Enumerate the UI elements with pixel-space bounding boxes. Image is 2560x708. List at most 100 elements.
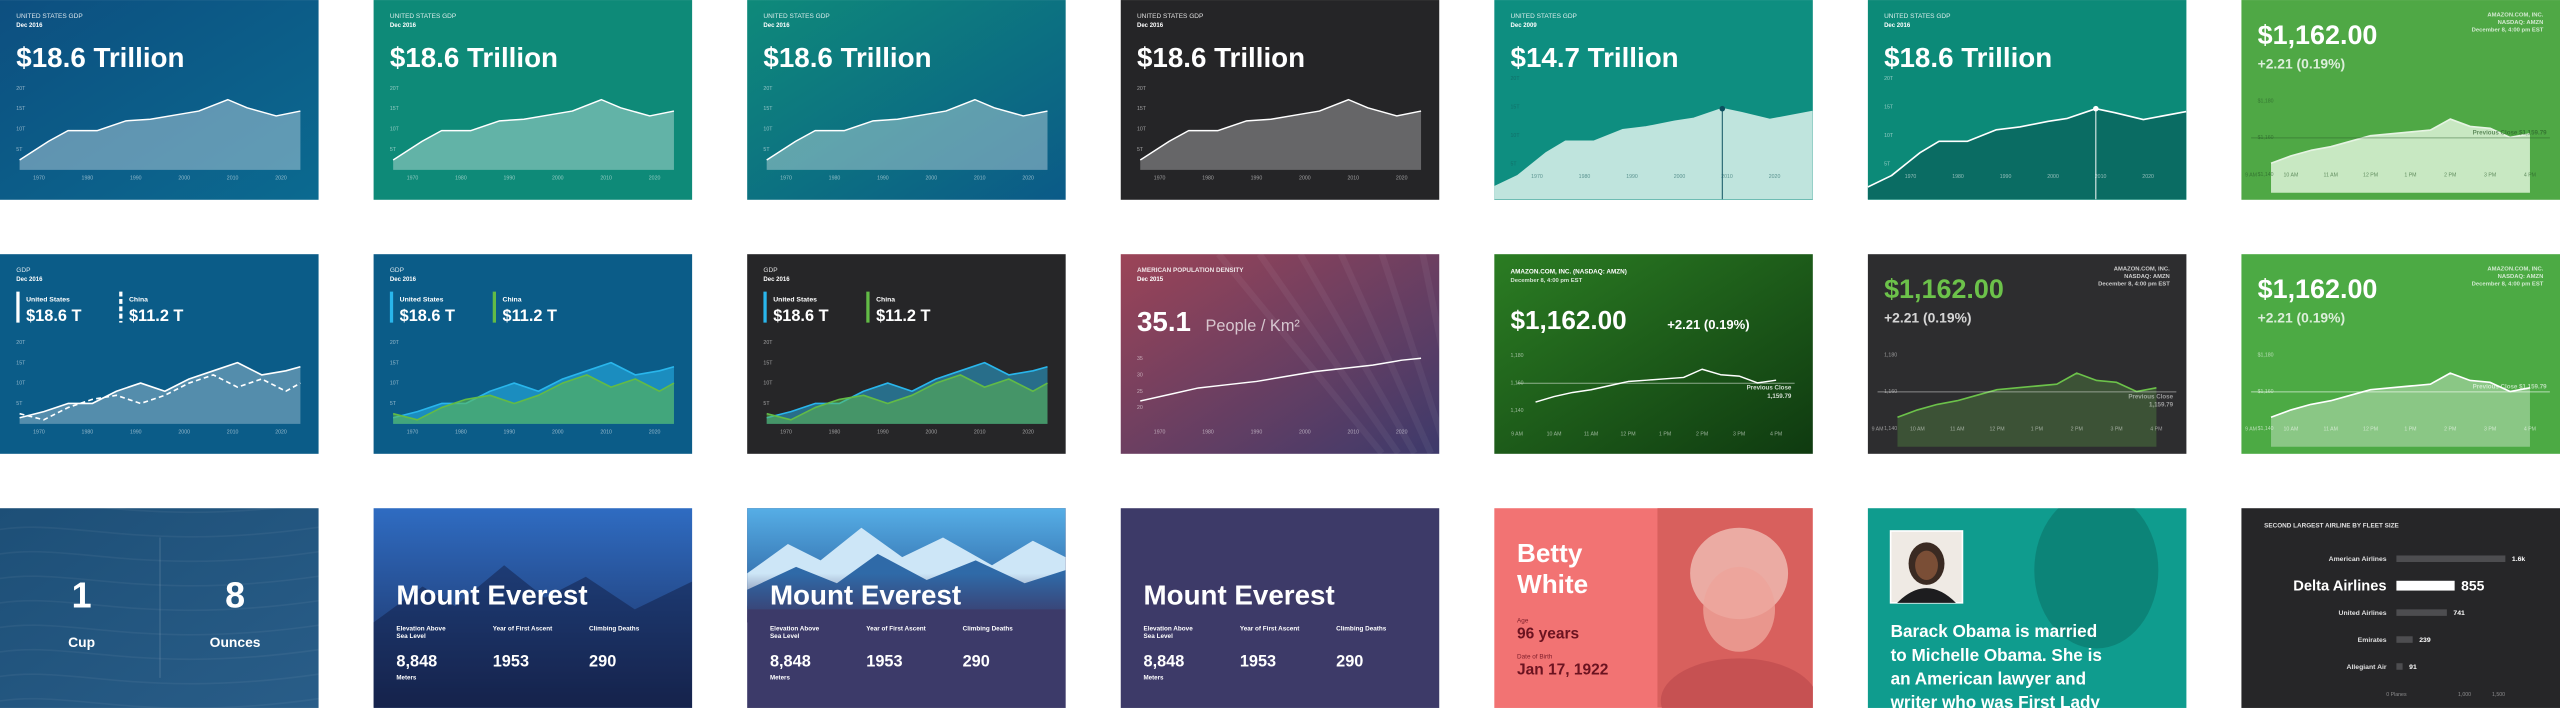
- headline-unit: People / Km²: [1206, 317, 1301, 335]
- card-date: Dec 2009: [1511, 23, 1538, 29]
- y-tick-label: 15T: [1884, 105, 1894, 111]
- stat-label: Sea Level: [396, 633, 426, 640]
- x-tick-label: 1990: [877, 176, 889, 182]
- card-label: UNITED STATES GDP: [1884, 13, 1950, 20]
- y-tick-label: 35: [1137, 356, 1143, 362]
- price-area: [2271, 119, 2530, 193]
- value-label: 1.6k: [2512, 556, 2526, 563]
- y-tick-label: 20T: [763, 86, 773, 92]
- x-tick-label: 3 PM: [2484, 172, 2496, 178]
- fact-value: 96 years: [1517, 626, 1579, 643]
- stat-value: 8,848: [396, 652, 437, 670]
- y-tick-label: 20T: [390, 340, 400, 346]
- x-tick-label: 1990: [877, 430, 889, 436]
- x-tick-label: 10 AM: [2284, 172, 2299, 178]
- x-tick-label: 2010: [1347, 430, 1359, 436]
- stat-value: 290: [963, 652, 990, 670]
- title: Mount Everest: [396, 579, 587, 610]
- stat-label: Elevation Above: [770, 626, 820, 633]
- stat-value: 8,848: [1144, 652, 1185, 670]
- price: $1,162.00: [1511, 305, 1627, 335]
- x-tick-label: 1980: [829, 430, 841, 436]
- y-tick-label: $1,180: [2258, 352, 2274, 358]
- person-name: White: [1517, 569, 1588, 599]
- previous-close-label: 1,159.79: [1767, 393, 1792, 400]
- legend-name: China: [503, 296, 522, 303]
- stat-value: 290: [1336, 652, 1363, 670]
- chart-title: SECOND LARGEST AIRLINE BY FLEET SIZE: [2264, 523, 2399, 530]
- card-background: [1120, 254, 1440, 454]
- quote-line: Barack Obama is married: [1891, 621, 2098, 641]
- x-tick-label: 2020: [2142, 174, 2154, 180]
- card-background: [2241, 254, 2560, 454]
- gdp-area: [766, 374, 1048, 424]
- x-tick-label: 2020: [275, 430, 287, 436]
- x-tick-label: 1970: [1154, 176, 1166, 182]
- gdp-line: [19, 374, 301, 421]
- stat-label: Climbing Deaths: [589, 626, 640, 633]
- price-line: [1897, 372, 2157, 419]
- x-tick-label: 2020: [1396, 430, 1408, 436]
- y-tick-label: 15T: [1137, 106, 1147, 112]
- y-tick-label: 15T: [16, 106, 26, 112]
- gdp-line: [392, 361, 675, 419]
- x-tick-label: 1 PM: [2031, 426, 2043, 432]
- price-change: +2.21 (0.19%): [2258, 56, 2345, 72]
- legend-value: $11.2 T: [876, 307, 930, 325]
- stat-label: Elevation Above: [1144, 626, 1194, 633]
- x-tick-label: 11 AM: [1584, 431, 1598, 437]
- x-tick-label: 9 AM: [1872, 426, 1884, 432]
- previous-close-label: Previous Close $1,159.79: [2473, 384, 2548, 391]
- price-line: [1535, 368, 1777, 403]
- y-tick-label: 10T: [390, 381, 400, 387]
- company-info: NASDAQ: AMZN: [2498, 20, 2544, 26]
- x-tick-label: 2000: [1299, 430, 1311, 436]
- gdp-line: [1139, 98, 1422, 161]
- x-tick-label: 3 PM: [2110, 426, 2122, 432]
- price-line: [2270, 372, 2531, 419]
- bar: [2396, 580, 2455, 591]
- decoration: [1256, 254, 1401, 454]
- x-tick-label: 1980: [1952, 174, 1964, 180]
- x-tick-label: 1980: [82, 176, 94, 182]
- company-info: NASDAQ: AMZN: [2498, 274, 2544, 280]
- price: $1,162.00: [1884, 274, 2004, 304]
- decoration: [98, 508, 282, 514]
- x-tick-label: 1 PM: [2404, 172, 2416, 178]
- value-label: 741: [2453, 610, 2465, 617]
- x-tick-label: 1970: [1905, 174, 1917, 180]
- price-change: +2.21 (0.19%): [1667, 317, 1749, 332]
- decoration: [1297, 254, 1418, 454]
- stat-label: Year of First Ascent: [493, 626, 553, 633]
- x-tick-label: 1990: [1626, 174, 1638, 180]
- x-tick-label: 1980: [1202, 430, 1214, 436]
- gdp-line: [766, 374, 1048, 421]
- headline-value: $14.7 Trillion: [1511, 42, 1679, 73]
- y-tick-label: 10T: [1884, 133, 1894, 139]
- previous-close-label: 1,159.79: [2149, 402, 2174, 409]
- gdp-line: [19, 361, 301, 419]
- company-info: AMAZON.COM, INC.: [2487, 12, 2543, 18]
- person-name: Betty: [1517, 538, 1583, 568]
- x-tick-label: 2020: [1022, 430, 1034, 436]
- y-tick-label: 1,180: [1884, 352, 1897, 358]
- card-date: Dec 2016: [1884, 23, 1911, 29]
- x-tick-label: 1990: [1251, 176, 1263, 182]
- x-tick-label: 2000: [178, 176, 190, 182]
- card: UNITED STATES GDP Dec 2016 $18.6 Trillion 1…: [1120, 0, 1440, 200]
- x-tick-label: 1970: [780, 176, 792, 182]
- legend-name: China: [129, 296, 148, 303]
- company-title: AMAZON.COM, INC. (NASDAQ: AMZN): [1511, 269, 1627, 276]
- x-tick-label: 10 AM: [1547, 431, 1562, 437]
- x-tick-label: 2000: [178, 430, 190, 436]
- bar: [2396, 609, 2447, 616]
- y-tick-label: 20T: [16, 86, 26, 92]
- previous-close-label: Previous Close: [2128, 393, 2173, 400]
- bar: [2396, 636, 2413, 643]
- decoration: [0, 575, 319, 587]
- x-tick-label: 3 PM: [1733, 431, 1745, 437]
- value-label: 91: [2409, 664, 2417, 671]
- fact-label: Date of Birth: [1517, 653, 1553, 660]
